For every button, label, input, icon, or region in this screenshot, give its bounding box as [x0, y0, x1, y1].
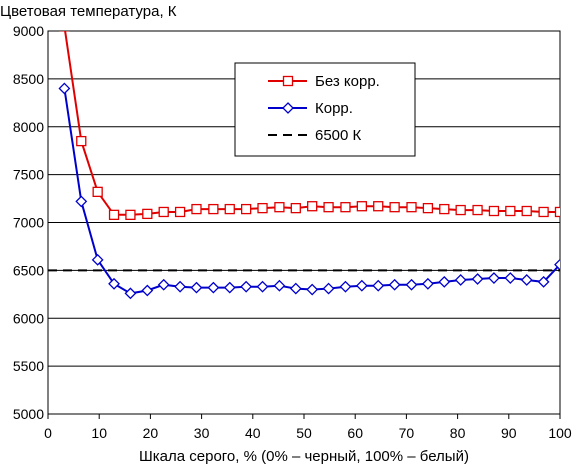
data-point — [306, 283, 319, 296]
y-tick-label: 8500 — [13, 71, 44, 87]
data-point — [307, 201, 318, 212]
legend: Без корр. Корр. 6500 К — [234, 62, 416, 157]
x-tick-label: 90 — [501, 425, 517, 441]
data-point — [554, 258, 560, 271]
y-tick-label: 9000 — [13, 23, 44, 39]
data-point — [190, 281, 203, 294]
data-point — [290, 202, 301, 214]
data-point — [240, 203, 252, 215]
data-point — [488, 205, 500, 217]
data-point — [372, 279, 385, 292]
data-point — [405, 278, 418, 291]
series-2 — [58, 82, 560, 300]
series-layer — [48, 31, 560, 300]
data-point — [76, 135, 87, 147]
data-point — [472, 204, 483, 216]
data-point — [91, 253, 104, 266]
y-tick-label: 6000 — [13, 310, 44, 326]
legend-box — [234, 62, 416, 157]
data-point — [554, 206, 560, 218]
data-point — [240, 280, 253, 293]
data-point — [124, 287, 137, 300]
data-point — [388, 278, 401, 291]
data-point — [223, 281, 236, 294]
data-point — [208, 203, 219, 215]
data-point — [339, 280, 352, 293]
data-point — [455, 204, 466, 216]
x-tick-label: 40 — [245, 425, 261, 441]
y-tick-label: 7000 — [13, 215, 44, 231]
data-point — [421, 277, 434, 290]
data-point — [406, 202, 417, 213]
data-point — [274, 202, 285, 213]
data-point — [538, 206, 549, 218]
data-point — [389, 202, 400, 213]
data-point — [273, 279, 286, 292]
data-point — [323, 202, 334, 213]
data-point — [75, 195, 88, 208]
data-point — [174, 206, 186, 218]
data-point — [158, 206, 169, 218]
data-point — [92, 186, 103, 198]
data-point — [224, 203, 235, 215]
y-tick-label: 5500 — [13, 358, 44, 374]
x-tick-labels: 0 10 20 30 40 50 60 70 80 90 100 — [44, 414, 572, 441]
data-point — [520, 274, 533, 286]
data-point — [125, 209, 136, 220]
y-tick-label: 5000 — [13, 406, 44, 422]
data-point — [141, 284, 154, 297]
data-point — [322, 282, 335, 295]
x-tick-label: 80 — [450, 425, 466, 441]
y-tick-labels: 5000 5500 6000 6500 7000 7500 8000 8500 9000 — [13, 23, 44, 422]
data-point — [521, 205, 532, 217]
data-point — [289, 282, 302, 295]
legend-label: Корр. — [315, 100, 353, 117]
x-tick-label: 70 — [399, 425, 415, 441]
legend-label: 6500 К — [315, 127, 362, 144]
y-tick-label: 6500 — [13, 262, 44, 278]
data-point — [537, 275, 550, 288]
data-point — [174, 280, 187, 293]
data-point — [504, 272, 517, 284]
x-axis-title: Шкала серого, % (0% – черный, 100% – бел… — [139, 448, 469, 465]
legend-marker — [282, 75, 294, 87]
data-point — [191, 203, 202, 215]
data-point — [439, 203, 450, 215]
series-1 — [59, 31, 560, 220]
y-axis-title: Цветовая температура, К — [0, 3, 177, 20]
data-point — [454, 274, 467, 286]
data-point — [471, 273, 484, 285]
data-point — [108, 277, 120, 290]
x-tick-label: 50 — [296, 425, 312, 441]
data-point — [256, 280, 269, 293]
y-tick-label: 7500 — [13, 167, 44, 183]
data-point — [142, 208, 153, 220]
data-point — [59, 31, 70, 32]
x-tick-label: 30 — [194, 425, 210, 441]
data-point — [356, 201, 368, 212]
x-tick-label: 10 — [91, 425, 107, 441]
data-point — [438, 275, 451, 288]
data-point — [373, 201, 384, 212]
x-tick-label: 100 — [548, 425, 572, 441]
data-point — [422, 202, 434, 214]
data-point — [207, 281, 220, 294]
legend-label: Без корр. — [315, 73, 380, 90]
data-point — [505, 205, 516, 217]
legend-marker — [282, 102, 294, 114]
data-point — [108, 209, 120, 220]
x-tick-label: 0 — [44, 425, 52, 441]
data-point — [157, 278, 170, 291]
data-point — [257, 202, 268, 214]
data-point — [355, 279, 368, 292]
x-tick-label: 60 — [347, 425, 363, 441]
data-point — [58, 82, 71, 95]
plot-frame — [47, 30, 561, 415]
y-tick-label: 8000 — [13, 119, 44, 135]
x-tick-label: 20 — [143, 425, 159, 441]
data-point — [488, 272, 500, 284]
data-point — [340, 202, 351, 213]
